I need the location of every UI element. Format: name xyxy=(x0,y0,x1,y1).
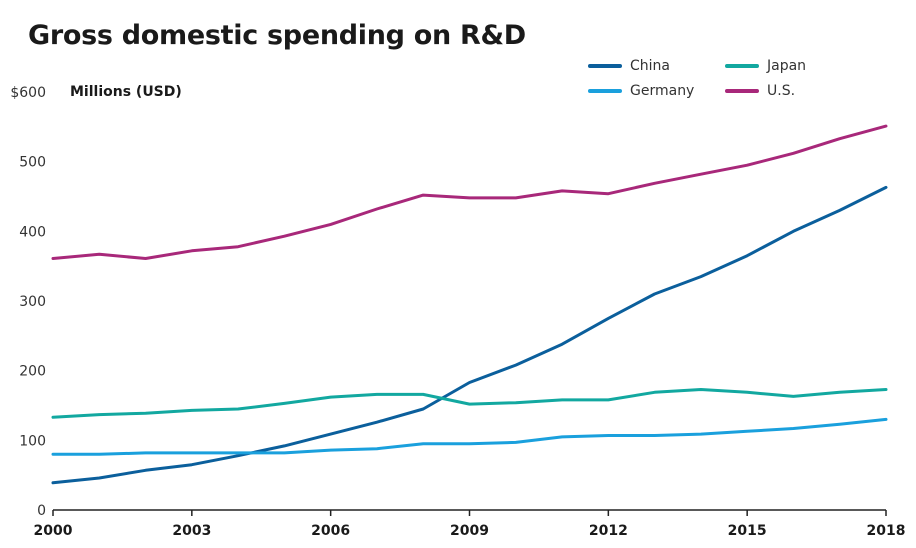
series-line-china xyxy=(51,185,888,485)
series-line-japan xyxy=(51,388,888,419)
series-lines xyxy=(51,124,888,485)
x-tick-label: 2012 xyxy=(589,523,628,539)
chart-legend: China Japan Germany U.S. xyxy=(588,58,888,108)
chart-title: Gross domestic spending on R&D xyxy=(28,20,526,51)
y-tick-label: 400 xyxy=(19,224,46,240)
legend-item: Japan xyxy=(725,58,806,74)
x-axis: 2000 2003 2006 2009 2012 2015 2018 xyxy=(34,509,906,539)
legend-item: U.S. xyxy=(725,83,795,99)
legend-swatch xyxy=(725,64,759,68)
legend-swatch xyxy=(588,64,622,68)
legend-swatch xyxy=(588,89,622,93)
x-tick-label: 2006 xyxy=(311,523,350,539)
legend-label: China xyxy=(630,58,670,74)
series-line-germany xyxy=(51,417,888,456)
y-tick-label: 300 xyxy=(19,294,46,310)
y-axis-label: Millions (USD) xyxy=(70,84,182,100)
legend-label: Japan xyxy=(767,58,807,74)
legend-item: China xyxy=(588,58,670,74)
legend-label: Germany xyxy=(630,83,695,99)
legend-item: Germany xyxy=(588,83,694,99)
y-tick-label: $600 xyxy=(10,85,46,101)
y-tick-label: 200 xyxy=(19,364,46,380)
x-tick-label: 2000 xyxy=(34,523,73,539)
y-tick-label: 0 xyxy=(37,503,46,519)
x-tick-label: 2015 xyxy=(728,523,767,539)
legend-label: U.S. xyxy=(767,83,796,99)
y-tick-label: 500 xyxy=(19,155,46,171)
y-axis-ticks: 0 100 200 300 400 500 $600 xyxy=(10,85,46,519)
legend-swatch xyxy=(725,89,759,93)
series-line-u-s xyxy=(51,124,888,260)
y-tick-label: 100 xyxy=(19,433,46,449)
x-tick-label: 2009 xyxy=(450,523,489,539)
x-tick-label: 2018 xyxy=(867,523,906,539)
x-tick-label: 2003 xyxy=(172,523,211,539)
